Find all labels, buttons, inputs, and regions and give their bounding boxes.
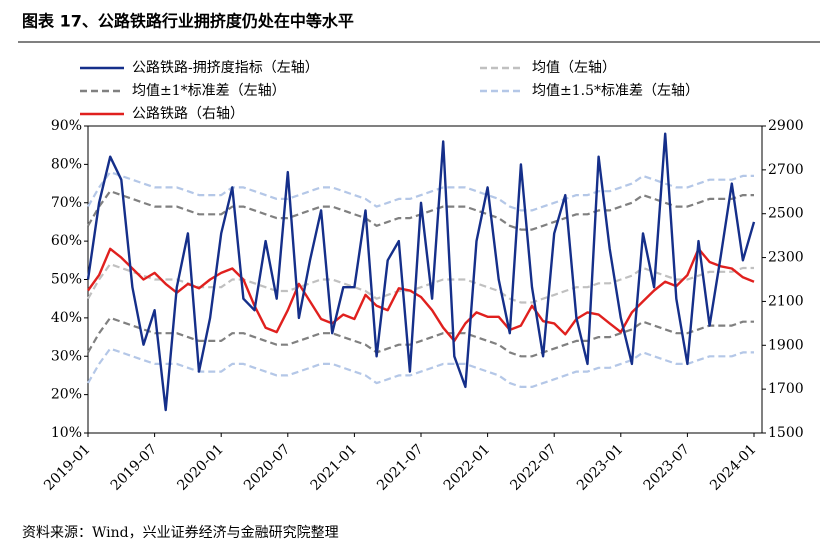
y-tick-label: 50% xyxy=(51,272,82,288)
x-tick-label: 2024-01 xyxy=(707,441,759,493)
x-tick-label: 2020-01 xyxy=(174,441,226,493)
y2-tick-label: 1500 xyxy=(768,425,804,441)
y-tick-label: 40% xyxy=(51,310,82,326)
x-tick-label: 2021-07 xyxy=(374,441,426,493)
series-line xyxy=(86,132,756,412)
series-line xyxy=(87,347,754,388)
y-tick-label: 90% xyxy=(51,118,82,134)
legend-label: 均值±1*标准差（左轴） xyxy=(132,83,286,99)
y-tick-label: 20% xyxy=(51,387,82,403)
series-line xyxy=(87,171,754,212)
legend-label: 公路铁路-拥挤度指标（左轴） xyxy=(132,60,319,76)
x-tick-label: 2023-01 xyxy=(574,441,626,493)
x-tick-label: 2023-07 xyxy=(641,441,693,493)
chart-title: 图表 17、公路铁路行业拥挤度仍处在中等水平 xyxy=(22,12,354,31)
y2-tick-label: 1700 xyxy=(768,381,804,397)
x-tick-label: 2019-07 xyxy=(108,441,160,493)
x-tick-label: 2020-07 xyxy=(241,441,293,493)
series-line xyxy=(87,316,754,358)
legend-label: 均值（左轴） xyxy=(532,60,616,76)
y2-tick-label: 2500 xyxy=(768,206,804,222)
y2-tick-label: 2700 xyxy=(768,162,804,178)
y-tick-label: 70% xyxy=(51,195,82,211)
y-tick-label: 10% xyxy=(51,425,82,441)
y2-tick-label: 2300 xyxy=(768,250,804,266)
y2-tick-label: 1900 xyxy=(768,337,804,353)
plot-frame xyxy=(87,125,763,434)
series-line xyxy=(87,247,755,343)
source-note: 资料来源：Wind，兴业证券经济与金融研究院整理 xyxy=(22,525,339,541)
x-tick-label: 2022-07 xyxy=(507,441,559,493)
legend-label: 均值±1.5*标准差（左轴） xyxy=(532,83,699,99)
legend-label: 公路铁路（右轴） xyxy=(132,106,244,122)
x-tick-label: 2021-01 xyxy=(308,441,360,493)
x-tick-label: 2019-01 xyxy=(41,441,93,493)
y-tick-label: 80% xyxy=(51,156,82,172)
x-tick-label: 2022-01 xyxy=(441,441,493,493)
y2-tick-label: 2900 xyxy=(768,118,804,134)
y2-tick-label: 2100 xyxy=(768,293,804,309)
y-tick-label: 60% xyxy=(51,233,82,249)
y-tick-label: 30% xyxy=(51,348,82,364)
